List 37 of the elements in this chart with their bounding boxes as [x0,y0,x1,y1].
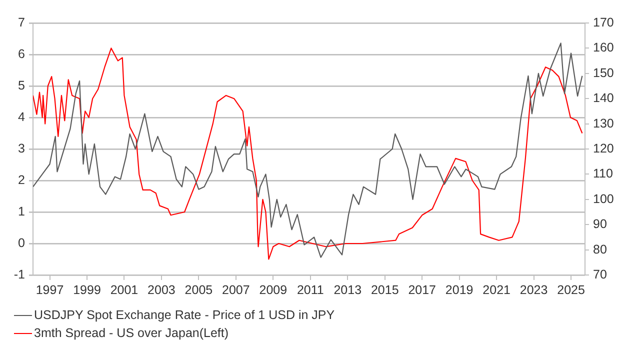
legend-label: 3mth Spread - US over Japan(Left) [34,326,229,340]
y-tick-label: 5 [18,78,26,92]
x-tick-label: 2003 [148,282,176,297]
y-tick-label: 0 [18,236,26,250]
y2-tick-label: 150 [593,66,614,80]
x-tick-label: 2025 [557,282,585,297]
x-tick-label: 2019 [445,282,474,297]
x-tick-label: 1997 [36,282,64,297]
x-tick-label: 2017 [408,282,436,297]
y2-tick-label: 80 [593,242,607,256]
y2-tick-label: 160 [593,40,614,55]
legend-label: USDJPY Spot Exchange Rate - Price of 1 USD in JPY [34,308,335,322]
x-tick-label: 2001 [110,282,138,297]
y-tick-label: 2 [18,172,26,187]
y-tick-label: 4 [18,110,26,124]
y2-tick-label: 140 [593,91,614,106]
x-tick-label: 2005 [184,282,213,297]
x-tick-label: 2009 [259,282,288,297]
y-tick-label: 7 [18,15,26,30]
y-tick-label: -1 [14,267,26,282]
x-tick-label: 2013 [334,282,362,297]
y2-tick-label: 130 [593,116,614,130]
y-tick-label: 1 [18,204,26,218]
x-tick-label: 2023 [520,282,548,297]
y-tick-label: 6 [18,46,26,61]
y2-tick-label: 70 [593,267,607,282]
x-tick-label: 2011 [296,282,324,297]
y2-tick-label: 120 [593,141,614,156]
x-tick-label: 2021 [482,282,511,297]
y-tick-label: 3 [18,141,26,156]
y2-tick-label: 110 [593,166,613,181]
y2-tick-label: 100 [593,192,614,206]
x-tick-label: 2007 [222,282,250,297]
x-tick-label: 1999 [73,282,101,297]
y2-tick-label: 170 [593,15,614,30]
x-tick-label: 2015 [370,282,399,297]
y2-tick-label: 90 [593,217,607,232]
